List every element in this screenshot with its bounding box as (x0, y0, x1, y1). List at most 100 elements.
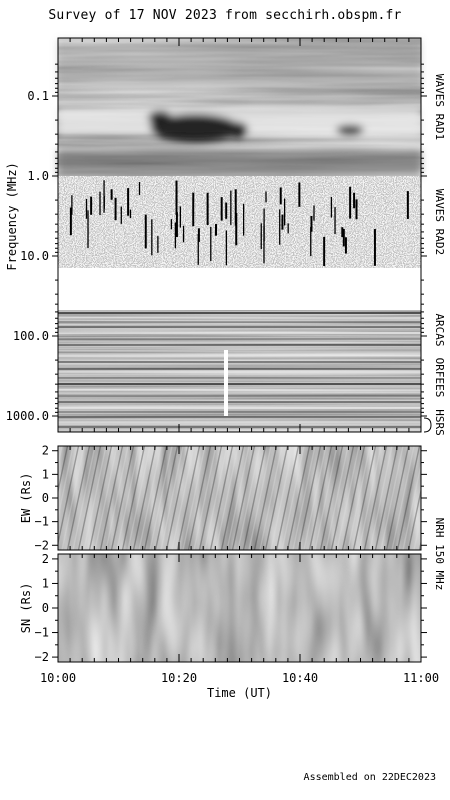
spectrum-panel (57, 37, 422, 433)
y-tick-label: 0 (42, 491, 49, 505)
ew-stripe (94, 446, 118, 550)
ew-stripe (105, 446, 129, 550)
ew-stripe (58, 446, 69, 495)
ew-stripe (413, 513, 421, 550)
y-tick-label: −2 (35, 538, 49, 552)
ew-stripe (264, 446, 289, 550)
ew-stripe (231, 446, 256, 550)
ew-stripe (308, 446, 333, 550)
ew-stripe (138, 446, 162, 550)
y-axis-label: EW (Rs) (19, 473, 33, 524)
band-label: ARCAS (433, 313, 446, 346)
ew-stripe (171, 446, 195, 550)
ew-stripe (347, 446, 371, 550)
ew-stripe (198, 446, 223, 550)
y-tick-label: −1 (35, 626, 49, 640)
y-tick-label: 1000.0 (6, 409, 49, 423)
ew-stripe (215, 446, 239, 550)
arcas-band (58, 310, 421, 350)
ew-stripe (61, 446, 85, 550)
rad1-features (58, 40, 421, 176)
gap-band (58, 268, 421, 310)
ew-stripe (182, 446, 206, 550)
nrh-label: NRH 150 MHz (433, 518, 446, 591)
ew-stripe (248, 446, 272, 550)
ew-stripe (149, 446, 173, 550)
x-axis-label: Time (UT) (207, 686, 272, 700)
ew-stripe (237, 446, 261, 550)
x-tick-label: 10:00 (40, 671, 76, 685)
ew-stripe (143, 446, 168, 550)
band-label: WAVES RAD2 (433, 189, 446, 255)
ew-stripe (281, 446, 305, 550)
ew-stripe (292, 446, 316, 550)
ew-stripe (132, 446, 157, 550)
ew-stripe (275, 446, 300, 550)
ew-stripe (99, 446, 124, 550)
orfees-band (58, 350, 421, 432)
y-tick-label: 1 (42, 576, 49, 590)
band-label: HSRS (433, 409, 446, 436)
ew-stripe (72, 446, 96, 550)
y-tick-label: 100.0 (13, 329, 49, 343)
ew-stripe (165, 446, 190, 550)
ew-stripe (369, 446, 393, 550)
y-tick-label: 2 (42, 552, 49, 566)
y-tick-label: −1 (35, 515, 49, 529)
axes: 0.1 1.0 10.0 100.0 1000.0 Frequency (MHz) WAVE… (5, 38, 446, 700)
ew-stripe (396, 446, 421, 550)
rad2-band (58, 176, 421, 268)
ew-stripe (407, 487, 421, 550)
ew-stripe (253, 446, 278, 550)
ew-stripe (193, 446, 217, 550)
ew-stripe (341, 446, 366, 550)
ew-stripes (58, 446, 421, 550)
ew-stripe (352, 446, 377, 550)
ew-stripe (325, 446, 349, 550)
footer-note: Assembled on 22DEC2023 (303, 772, 436, 783)
y-axis-label: SN (Rs) (19, 583, 33, 634)
y-tick-label: 1 (42, 467, 49, 481)
ew-stripe (286, 446, 311, 550)
ew-stripe (66, 446, 91, 550)
ew-stripe (220, 446, 245, 550)
hsrs-bracket (423, 417, 432, 433)
ew-stripe (330, 446, 355, 550)
ew-stripe (58, 446, 80, 547)
y-tick-label: 10.0 (20, 249, 49, 263)
spectrum-lines (58, 312, 421, 428)
ew-stripe (209, 446, 234, 550)
ew-stripe (391, 446, 415, 550)
y-tick-label: 1.0 (27, 169, 49, 183)
ew-stripe (187, 446, 212, 550)
ew-stripe (77, 446, 102, 550)
ew-stripe (121, 446, 146, 550)
ew-stripe (116, 446, 140, 550)
ew-stripe (83, 446, 107, 550)
ew-stripe (303, 446, 327, 550)
x-tick-label: 11:00 (403, 671, 439, 685)
nrh-sn-image (58, 554, 421, 662)
ew-stripe (385, 446, 410, 550)
nrh-ew-image (58, 446, 421, 550)
rad2-bursts (69, 180, 409, 266)
ew-stripe (319, 446, 344, 550)
nrh-ew-panel (57, 445, 422, 551)
ew-stripe (88, 446, 113, 550)
ew-stripe (259, 446, 283, 550)
x-tick-label: 10:40 (282, 671, 318, 685)
nrh-sn-panel (57, 553, 422, 663)
band-label: WAVES RAD1 (433, 74, 446, 140)
ew-stripe (226, 446, 250, 550)
ew-stripe (402, 461, 421, 550)
orfees-gap-line (224, 350, 228, 416)
ew-stripe (160, 446, 184, 550)
ew-stripe (363, 446, 388, 550)
ew-stripe (374, 446, 399, 550)
ew-stripe (358, 446, 382, 550)
ew-stripe (176, 446, 201, 550)
ew-stripe (127, 446, 151, 550)
y-tick-label: −2 (35, 650, 49, 664)
band-label: ORFEES (433, 358, 446, 398)
